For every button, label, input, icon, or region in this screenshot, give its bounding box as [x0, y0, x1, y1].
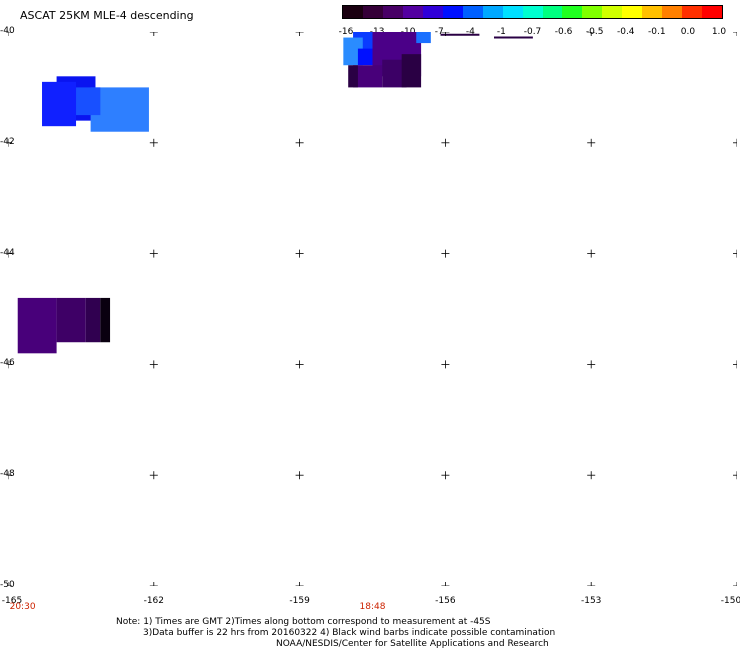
color-scale-swatch	[382, 6, 403, 18]
latitude-tick-label: -42	[0, 136, 15, 147]
color-scale-swatch	[422, 6, 443, 18]
pass-time-label: 20:30	[9, 602, 36, 612]
footnote-line-2: 3)Data buffer is 22 hrs from 20160322 4)…	[143, 628, 556, 638]
color-scale-swatch	[542, 6, 563, 18]
scatterometer-data-cell	[17, 297, 57, 354]
color-scale-swatch	[622, 6, 643, 18]
color-scale-swatch	[462, 6, 483, 18]
color-scale-bar	[342, 5, 723, 19]
color-scale-swatch	[682, 6, 703, 18]
scatterometer-data-cell	[353, 65, 383, 88]
longitude-tick-label: -153	[580, 596, 602, 606]
color-scale-label: -0.6	[554, 27, 573, 37]
color-scale-swatch	[402, 6, 423, 18]
footnote-line-1: Note: 1) Times are GMT 2)Times along bot…	[116, 617, 491, 627]
scatterometer-data-cell	[401, 54, 422, 88]
footnote-line-3: NOAA/NESDIS/Center for Satellite Applica…	[276, 639, 549, 649]
color-scale-swatch	[442, 6, 463, 18]
latitude-tick-label: -40	[0, 26, 15, 36]
color-scale-swatch	[702, 6, 723, 18]
scatterometer-data-cell	[416, 32, 431, 44]
color-scale-label: 0.0	[680, 27, 696, 37]
color-scale-swatch	[662, 6, 683, 18]
color-scale-label: 1.0	[711, 27, 727, 37]
color-scale-label: -4	[465, 27, 475, 37]
map-plot-area	[8, 32, 737, 586]
scatterometer-data-cell	[56, 297, 86, 343]
color-scale-label: -16	[338, 27, 354, 37]
color-scale-swatch	[642, 6, 663, 18]
longitude-tick-label: -165	[1, 596, 23, 606]
map-title: ASCAT 25KM MLE-4 descending	[20, 9, 194, 22]
scatterometer-data-cell	[343, 37, 363, 66]
scatterometer-data-cell	[348, 65, 358, 88]
color-scale-label: -0.7	[523, 27, 542, 37]
scatterometer-data-cell	[90, 87, 149, 132]
color-scale-swatch	[582, 6, 603, 18]
color-scale-swatch	[522, 6, 543, 18]
latitude-tick-label: -48	[0, 469, 15, 480]
longitude-tick-label: -162	[143, 596, 165, 606]
longitude-tick-label: -150	[720, 596, 740, 606]
latitude-tick-label: -46	[0, 358, 15, 369]
latitude-tick-label: -50	[0, 580, 15, 590]
color-scale-label: -0.1	[648, 27, 666, 37]
scatterometer-data-cell	[42, 81, 77, 127]
scatterometer-data-cell	[76, 87, 101, 116]
color-scale-swatch	[482, 6, 503, 18]
color-scale-label: -0.4	[616, 27, 635, 37]
color-scale-swatch	[362, 6, 383, 18]
scatterometer-data-cell	[85, 297, 101, 343]
scatterometer-data-cell	[100, 297, 111, 343]
color-scale-swatch	[502, 6, 523, 18]
color-scale-swatch	[343, 6, 363, 18]
pass-time-label: 18:48	[359, 602, 386, 612]
color-scale-label: -7	[434, 27, 444, 37]
longitude-tick-label: -159	[289, 596, 310, 606]
color-scale-swatch	[562, 6, 583, 18]
map-canvas	[8, 32, 737, 586]
color-scale-swatch	[602, 6, 623, 18]
color-scale-label: -1	[496, 27, 506, 37]
longitude-tick-label: -156	[435, 596, 456, 606]
latitude-tick-label: -44	[0, 247, 15, 258]
